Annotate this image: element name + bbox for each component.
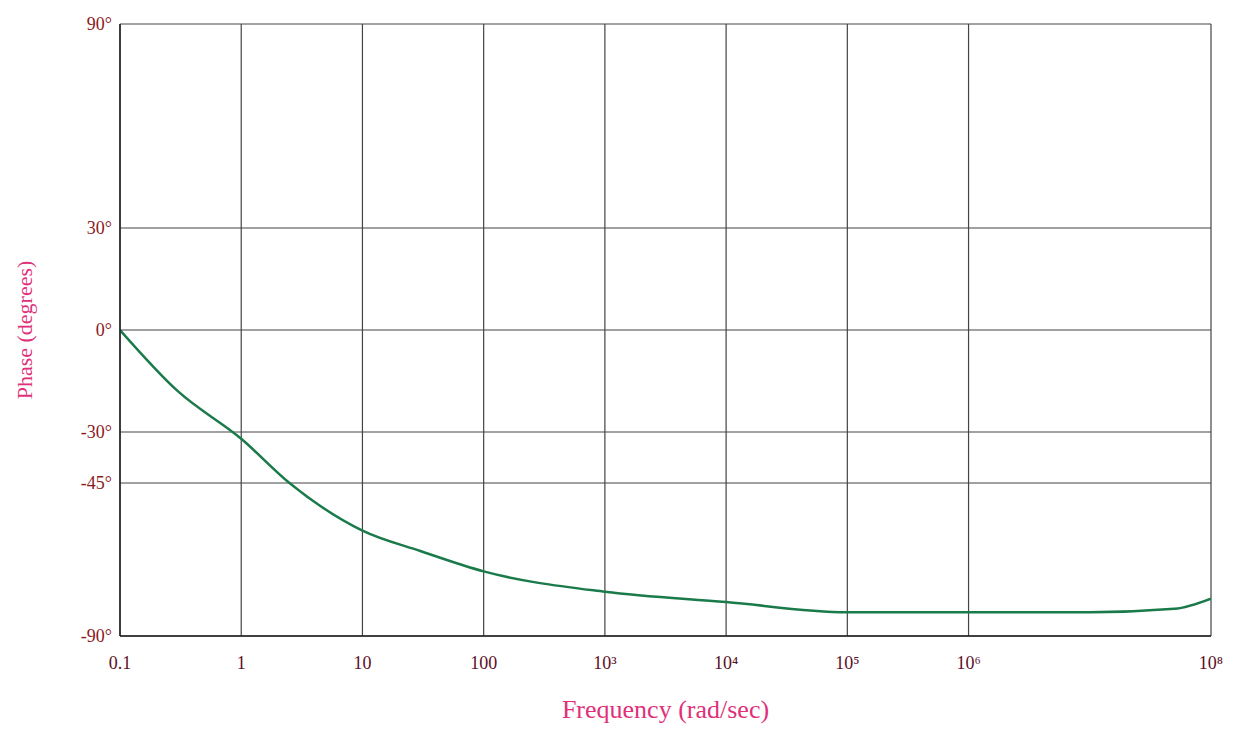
svg-text:10⁸: 10⁸ bbox=[1199, 653, 1223, 673]
svg-text:0.1: 0.1 bbox=[109, 653, 132, 673]
svg-text:100: 100 bbox=[470, 653, 497, 673]
svg-text:10⁵: 10⁵ bbox=[835, 653, 859, 673]
svg-text:-90°: -90° bbox=[81, 626, 112, 646]
svg-text:10⁴: 10⁴ bbox=[714, 653, 738, 673]
svg-text:90°: 90° bbox=[87, 14, 112, 34]
svg-text:10³: 10³ bbox=[593, 653, 617, 673]
svg-text:Phase (degrees): Phase (degrees) bbox=[12, 261, 37, 400]
svg-text:-45°: -45° bbox=[81, 473, 112, 493]
svg-text:0°: 0° bbox=[96, 320, 112, 340]
svg-text:-30°: -30° bbox=[81, 422, 112, 442]
svg-text:10⁶: 10⁶ bbox=[956, 653, 980, 673]
svg-text:Frequency (rad/sec): Frequency (rad/sec) bbox=[562, 695, 769, 724]
svg-text:1: 1 bbox=[237, 653, 246, 673]
svg-text:10: 10 bbox=[353, 653, 371, 673]
svg-text:30°: 30° bbox=[87, 218, 112, 238]
